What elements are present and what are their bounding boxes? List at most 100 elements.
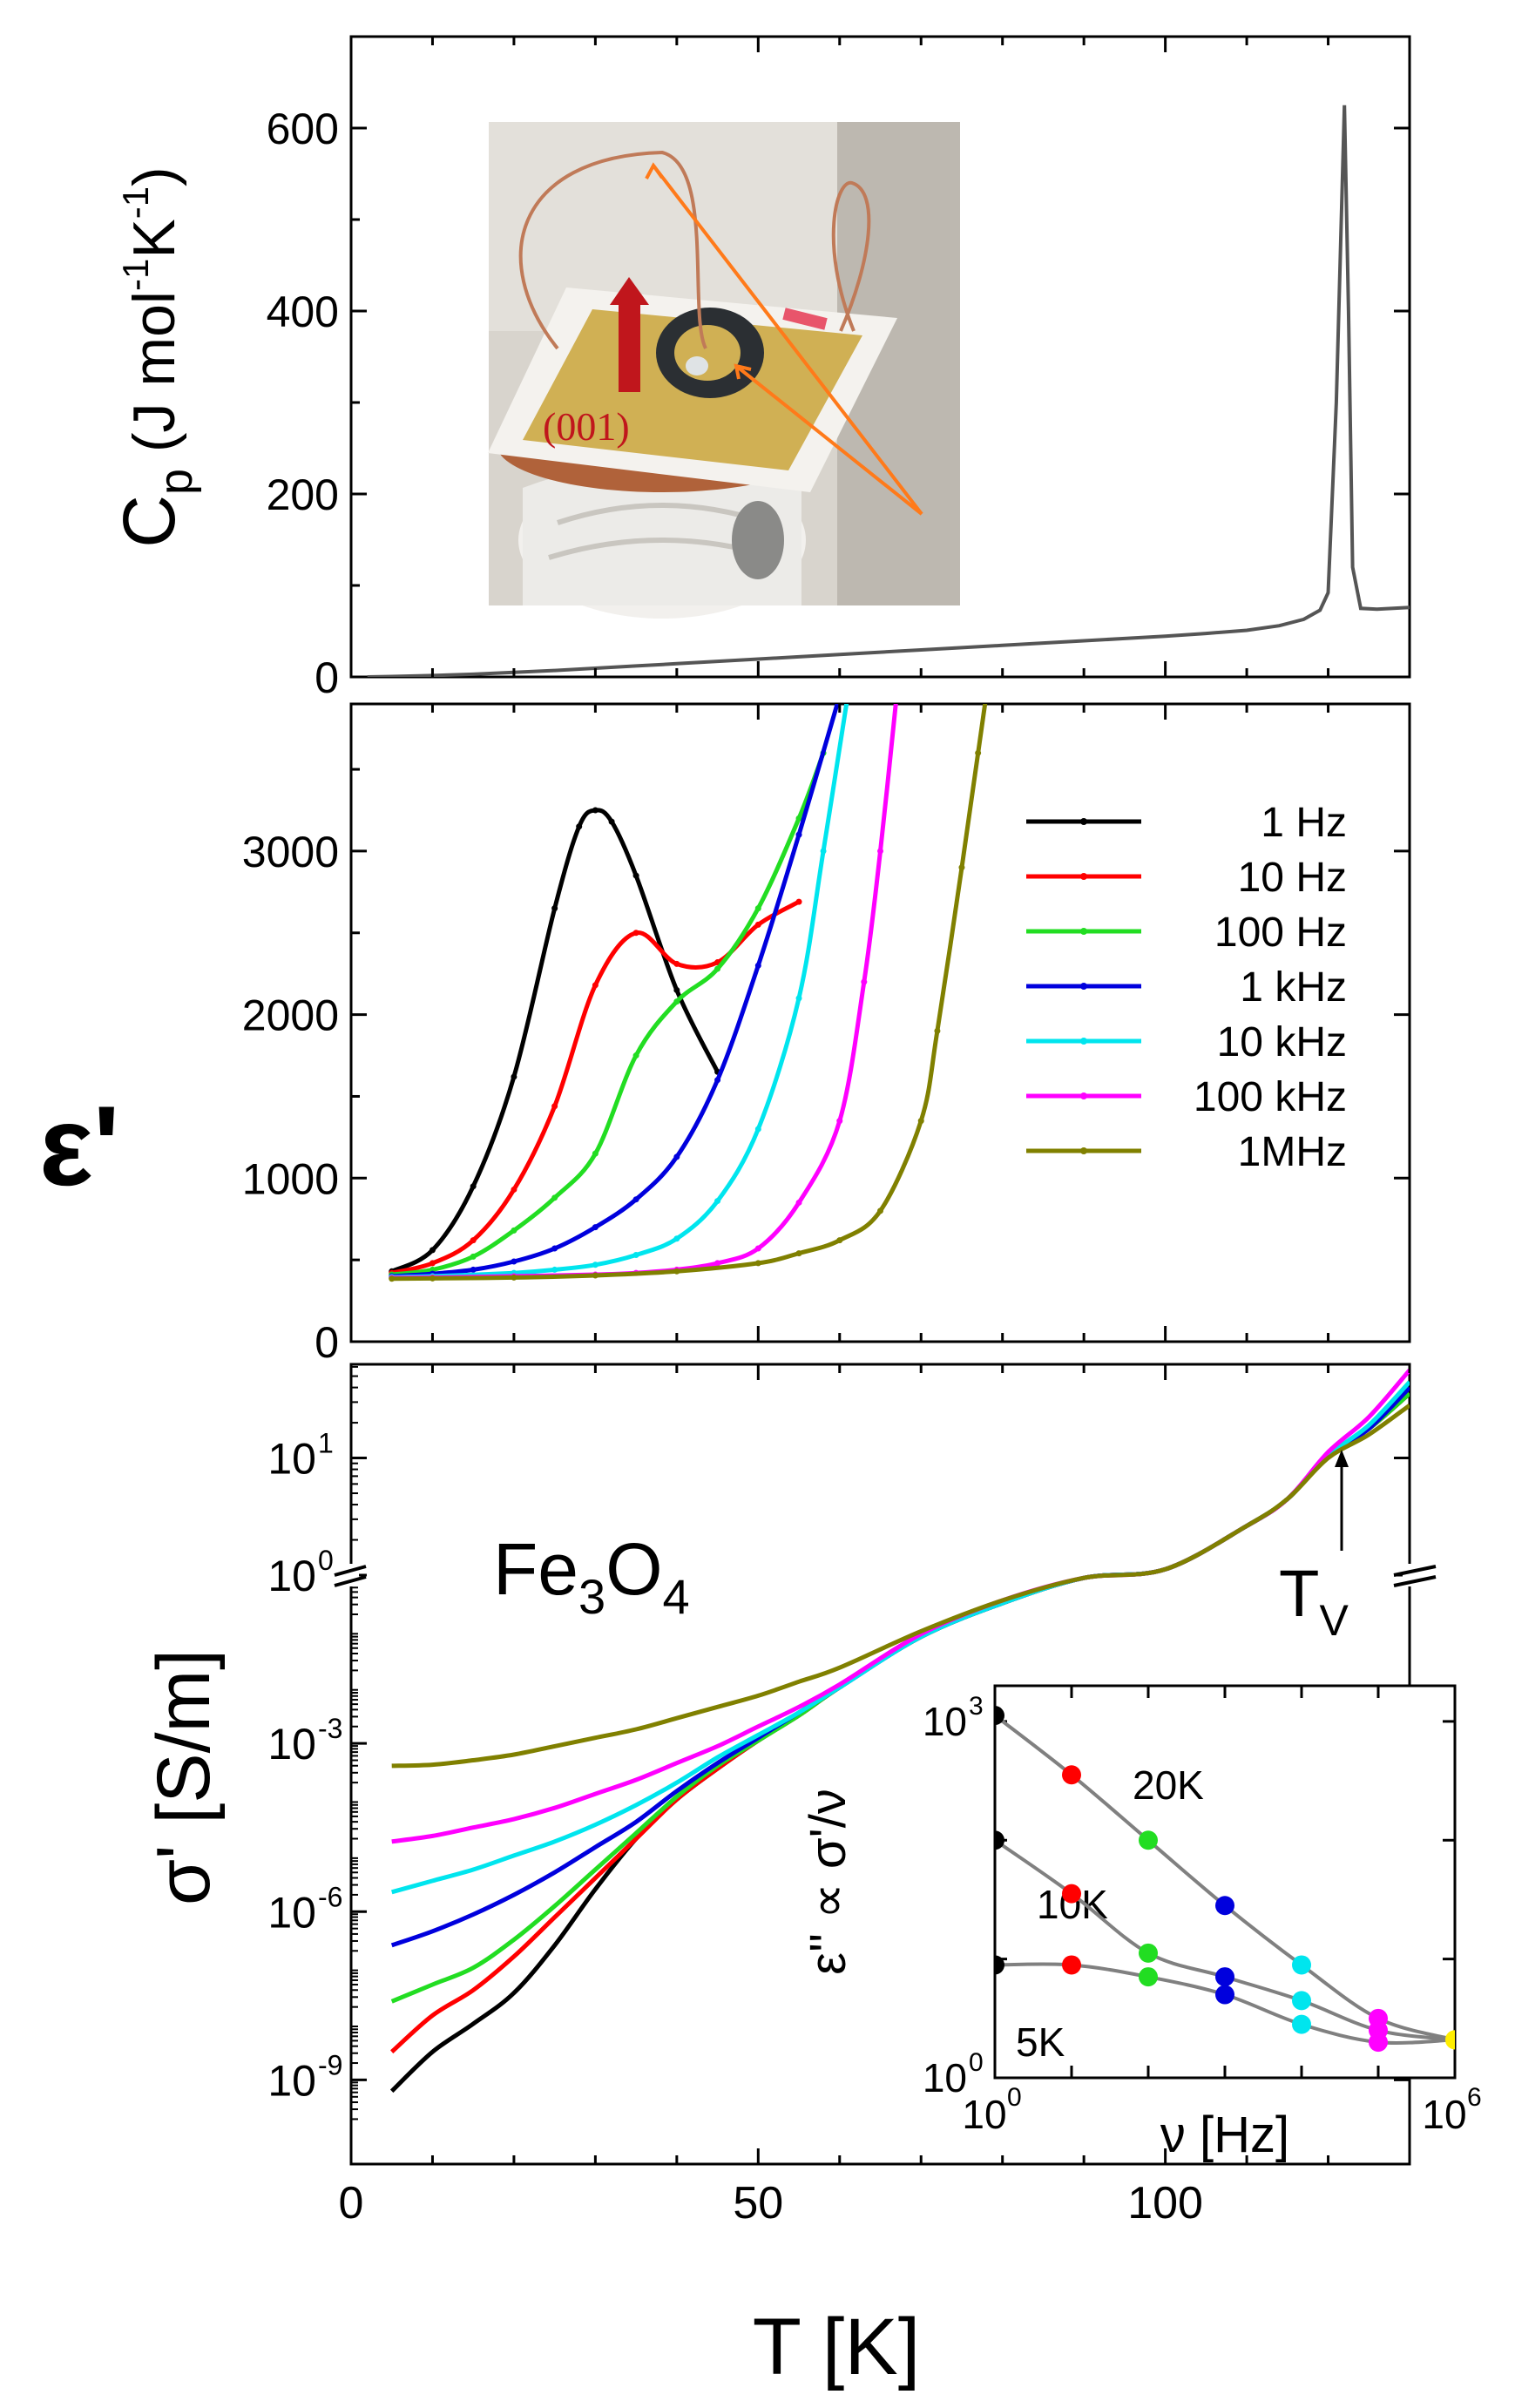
inset-point [1215,1985,1234,2005]
eps-point [795,815,802,822]
eps-point [836,1118,843,1125]
sigma-y-tick-exponent: 0 [318,1545,334,1576]
eps-point [673,1268,680,1275]
cp-ylabel-k: K [121,219,187,258]
eps-point [795,1250,802,1257]
inset-point [1139,1967,1158,1987]
tv-label: T [1279,1557,1319,1631]
cp-y-tick-label: 600 [267,105,339,153]
eps-point [917,1118,924,1125]
eps-point [877,1207,883,1214]
eps-point [592,1261,599,1268]
cp-y-tick-label: 200 [267,470,339,519]
sigma-line [391,1404,1410,1769]
eps-point [754,962,761,969]
eps-point [820,848,827,855]
eps-point [551,905,558,912]
eps-point [511,1274,517,1281]
eps-point [592,807,599,814]
eps-panel-frame [349,702,1411,1343]
eps-y-tick-label: 3000 [242,828,339,876]
eps-point [551,1194,558,1201]
cp-ylabel-sub: p [150,469,202,495]
eps-line [391,704,840,1279]
eps-point [984,693,990,699]
orientation-label: (001) [543,404,630,449]
eps-point [429,1260,436,1267]
inset-x-tick-exponent: 6 [1467,2083,1482,2112]
eps-point [836,1237,843,1244]
sample-photo-inset: (001) [488,122,960,619]
eps-point [673,986,680,993]
inset-point [1062,1884,1081,1904]
eps-y-tick-label: 0 [314,1318,339,1367]
inset-point [1369,2033,1388,2053]
svg-text:Cp (J mol-1K-1): Cp (J mol-1K-1) [108,166,202,547]
eps-point [511,1186,517,1193]
sigma-y-tick-exponent: -6 [318,1881,342,1912]
eps-line [391,704,849,1280]
eps-point [795,1199,802,1206]
cp-ylabel-unit: (J mol [121,291,187,469]
eps-point [592,982,599,989]
cp-y-tick-label: 0 [314,653,339,702]
eps-point [470,1237,477,1244]
inset-series [995,1706,1455,2053]
inset-point [1062,1955,1081,1975]
inset-point [1292,1955,1311,1975]
legend-marker [1080,1147,1087,1154]
sigma-y-tick-exponent: -3 [318,1713,342,1744]
eps-point [592,1272,599,1279]
eps-point [714,965,721,972]
inset-point [995,1830,1004,1850]
legend-marker [1080,873,1087,880]
eps-point [511,1073,517,1080]
eps-y-tick-label: 1000 [242,1154,339,1203]
eps-point [429,1275,436,1282]
eps-point [389,1275,396,1282]
inset-point [1139,1830,1158,1850]
sigma-series [389,1369,1410,2093]
sigma-y-tick-label: 10 [267,1435,316,1484]
inset-y-tick-label: 10 [923,2055,967,2100]
legend-label: 100 kHz [1194,1074,1347,1120]
legend-label: 1 kHz [1240,964,1347,1011]
inset-y-tick-exponent: 0 [969,2048,984,2077]
legend-marker [1080,928,1087,935]
legend-marker [1080,1092,1087,1099]
eps-point [673,1153,680,1160]
inset-point [1445,2030,1455,2050]
cp-y-tick-label: 400 [267,287,339,336]
eps-point [795,898,802,905]
material-sub-3: 3 [578,1569,605,1624]
sigma-y-tick-label: 10 [267,1888,316,1937]
eps-point [470,1253,477,1260]
eps-line [390,808,720,1274]
eps-point [754,905,761,912]
eps-point [673,960,680,967]
tv-subscript: V [1319,1596,1349,1645]
eps-point [714,1198,721,1205]
legend-label: 1 Hz [1261,800,1347,846]
legend-marker [1080,983,1087,990]
legend-label: 10 kHz [1217,1019,1347,1065]
eps-point [975,749,982,756]
x-tick-label: 50 [733,2178,783,2229]
inset-point [995,1706,1004,1726]
axis-break-right [1393,1564,1437,1587]
cp-ylabel-exp2: -1 [115,186,156,219]
sigma-y-tick-exponent: -9 [318,2049,342,2080]
inset-x-label: ν [Hz] [1160,2107,1289,2163]
eps-point [592,1150,599,1157]
eps-point [673,1235,680,1242]
eps-point [470,1266,477,1273]
legend-marker [1080,818,1087,825]
eps-point [551,1103,558,1110]
inset-point [995,1955,1004,1975]
inset-point [1215,1896,1234,1916]
cp-ylabel-main: C [108,495,190,548]
inset-point [1292,2014,1311,2034]
